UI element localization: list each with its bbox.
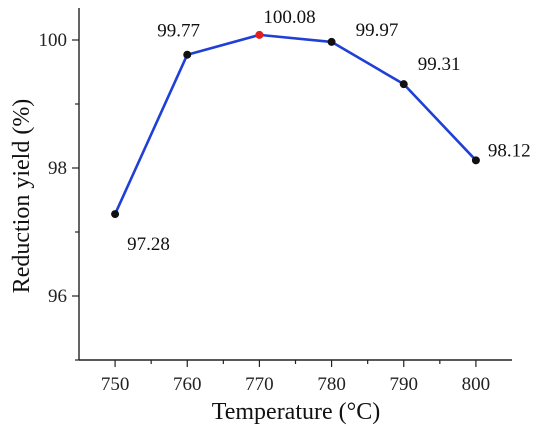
data-point-780 (327, 37, 336, 46)
x-axis-title: Temperature (°C) (212, 399, 381, 425)
data-point-750 (111, 210, 120, 219)
data-labels: 97.28 99.77 100.08 99.97 99.31 98.12 (127, 7, 531, 255)
x-tick-label-770: 770 (245, 374, 274, 395)
series-line-0 (113, 33, 477, 215)
data-label-800: 98.12 (488, 140, 531, 161)
x-tick-label-790: 790 (390, 374, 419, 395)
data-point-790 (399, 80, 408, 89)
x-tick-label-750: 750 (101, 374, 130, 395)
data-point-770 (255, 30, 264, 39)
x-tick-label-780: 780 (317, 374, 346, 395)
x-tick-label-760: 760 (173, 374, 202, 395)
series (111, 30, 480, 219)
y-tick-label-96: 96 (48, 286, 67, 307)
data-label-770: 100.08 (263, 7, 315, 28)
y-tick-label-98: 98 (48, 158, 67, 179)
ticks: 750 760 770 780 790 800 96 98 100 (39, 30, 491, 395)
data-point-760 (183, 50, 192, 59)
y-axis-title: Reduction yield (%) (9, 99, 35, 294)
data-label-760: 99.77 (157, 21, 200, 42)
data-point-800 (471, 156, 480, 165)
data-label-780: 99.97 (356, 20, 399, 41)
y-tick-label-100: 100 (39, 30, 68, 51)
x-tick-label-800: 800 (462, 374, 491, 395)
data-label-790: 99.31 (418, 54, 461, 75)
data-label-750: 97.28 (127, 234, 170, 255)
